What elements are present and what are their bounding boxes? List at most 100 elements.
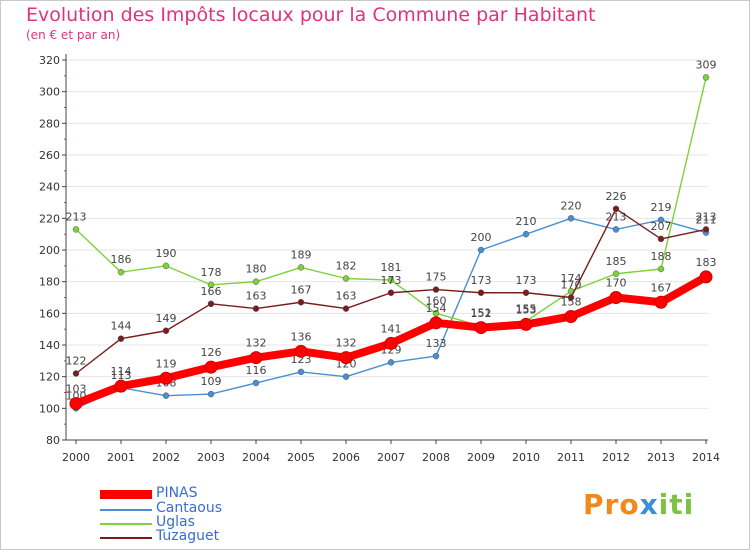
data-label-uglas: 174	[561, 272, 582, 285]
data-point-pinas	[699, 270, 713, 284]
data-label-tuzaguet: 167	[291, 283, 312, 296]
data-label-tuzaguet: 175	[426, 271, 447, 284]
data-point-tuzaguet	[522, 289, 530, 296]
data-point-tuzaguet	[297, 299, 305, 306]
x-tick-label: 2011	[557, 451, 585, 464]
data-label-tuzaguet: 173	[381, 274, 402, 287]
data-point-uglas	[207, 281, 215, 289]
data-label-cantaous: 220	[561, 199, 582, 212]
y-tick-label: 260	[39, 149, 60, 162]
data-point-uglas	[657, 265, 665, 273]
data-point-uglas	[342, 275, 350, 282]
x-tick-label: 2010	[512, 451, 540, 464]
legend-label-uglas: Uglas	[156, 514, 195, 530]
data-label-tuzaguet: 170	[561, 279, 582, 292]
data-label-pinas: 141	[381, 322, 402, 335]
data-point-cantaous	[522, 230, 530, 238]
data-point-pinas	[339, 351, 353, 365]
data-label-pinas: 158	[561, 296, 582, 309]
data-point-cantaous	[297, 368, 305, 376]
x-tick-label: 2007	[377, 451, 405, 464]
data-label-pinas: 153	[516, 303, 537, 316]
data-label-uglas: 213	[66, 210, 87, 223]
data-point-uglas	[162, 262, 170, 270]
data-point-cantaous	[252, 379, 260, 387]
data-label-uglas: 189	[291, 248, 312, 261]
data-point-tuzaguet	[702, 226, 710, 233]
data-point-pinas	[294, 344, 308, 358]
y-tick-label: 240	[39, 181, 60, 194]
data-label-tuzaguet: 122	[66, 355, 87, 368]
data-point-tuzaguet	[252, 305, 260, 312]
data-label-tuzaguet: 226	[606, 190, 627, 203]
legend-swatch-cantaous	[100, 509, 152, 511]
data-label-cantaous: 219	[651, 201, 672, 214]
data-label-pinas: 167	[651, 281, 672, 294]
data-point-cantaous	[162, 392, 170, 399]
data-label-pinas: 126	[201, 346, 222, 359]
data-point-pinas	[654, 295, 668, 309]
data-point-tuzaguet	[342, 305, 350, 312]
data-point-pinas	[249, 351, 263, 365]
data-label-tuzaguet: 166	[201, 285, 222, 298]
legend-swatch-pinas	[100, 490, 152, 499]
legend-label-cantaous: Cantaous	[156, 500, 223, 516]
data-point-cantaous	[612, 226, 620, 233]
data-label-tuzaguet: 163	[336, 290, 357, 303]
y-tick-label: 80	[46, 434, 60, 447]
data-label-uglas: 180	[246, 263, 267, 276]
data-point-cantaous	[207, 390, 215, 398]
y-tick-label: 160	[39, 307, 60, 320]
x-tick-label: 2004	[242, 451, 270, 464]
data-label-tuzaguet: 207	[651, 220, 672, 233]
data-point-uglas	[297, 264, 305, 271]
data-point-pinas	[474, 321, 488, 335]
data-point-cantaous	[432, 352, 440, 360]
data-point-tuzaguet	[612, 205, 620, 213]
data-point-pinas	[429, 316, 443, 330]
chart-subtitle: (en € et par an)	[26, 28, 121, 42]
data-point-tuzaguet	[72, 370, 80, 377]
data-point-tuzaguet	[162, 327, 170, 334]
data-point-uglas	[387, 276, 395, 284]
data-label-pinas: 136	[291, 330, 312, 343]
data-point-cantaous	[477, 246, 485, 254]
y-tick-label: 320	[39, 54, 60, 67]
data-point-pinas	[519, 317, 533, 331]
data-label-uglas: 181	[381, 261, 402, 274]
data-label-uglas: 178	[201, 266, 222, 279]
data-label-cantaous: 133	[426, 337, 447, 350]
data-point-cantaous	[342, 373, 350, 380]
data-label-pinas: 132	[336, 337, 357, 350]
data-label-uglas: 185	[606, 255, 627, 268]
y-tick-label: 100	[39, 402, 60, 415]
data-label-pinas: 154	[426, 302, 447, 315]
data-label-cantaous: 113	[111, 369, 132, 382]
chart-title: Evolution des Impôts locaux pour la Comm…	[26, 4, 596, 26]
y-tick-label: 180	[39, 276, 60, 289]
y-tick-label: 120	[39, 371, 60, 384]
data-label-pinas: 132	[246, 337, 267, 350]
data-point-uglas	[252, 278, 260, 285]
data-point-tuzaguet	[567, 294, 575, 301]
data-point-tuzaguet	[657, 235, 665, 243]
legend-label-tuzaguet: Tuzaguet	[156, 528, 220, 544]
data-label-uglas: 155	[516, 302, 537, 315]
data-label-uglas: 190	[156, 247, 177, 260]
data-label-tuzaguet: 163	[246, 290, 267, 303]
data-label-uglas: 188	[651, 250, 672, 263]
data-point-pinas	[564, 310, 578, 323]
data-label-tuzaguet: 149	[156, 312, 177, 325]
data-label-uglas: 309	[696, 58, 717, 71]
proxiti-logo: Proxiti	[583, 488, 695, 521]
x-tick-label: 2000	[62, 451, 90, 464]
y-tick-label: 200	[39, 244, 60, 257]
data-label-uglas: 182	[336, 260, 357, 273]
data-point-tuzaguet	[477, 289, 485, 296]
data-label-pinas: 103	[66, 383, 87, 396]
x-tick-label: 2013	[647, 451, 675, 464]
data-point-uglas	[117, 268, 125, 276]
data-label-cantaous: 123	[291, 353, 312, 366]
x-tick-label: 2006	[332, 451, 360, 464]
